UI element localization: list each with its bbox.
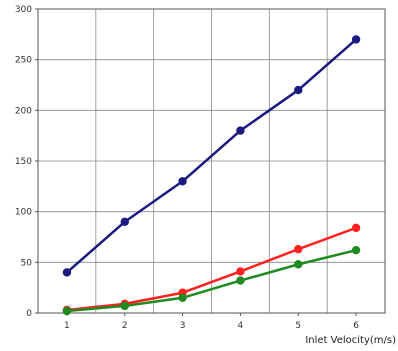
x-tick-label: 2 xyxy=(122,321,128,331)
data-point xyxy=(178,177,187,186)
data-point xyxy=(120,301,129,311)
x-axis-ticks: 1 2 3 4 5 6 xyxy=(64,313,359,331)
data-point xyxy=(351,35,361,44)
y-axis-ticks: 0 50 100 150 200 250 300 xyxy=(15,5,38,319)
data-point xyxy=(178,293,187,302)
series-line xyxy=(66,38,357,274)
series-line xyxy=(66,248,357,313)
x-tick-label: 4 xyxy=(238,321,244,331)
data-point xyxy=(351,245,361,255)
data-point xyxy=(294,85,303,95)
y-tick-label: 0 xyxy=(26,309,32,319)
data-point xyxy=(62,306,72,316)
data-point xyxy=(62,268,72,277)
data-point xyxy=(236,267,245,276)
x-tick-label: 1 xyxy=(64,321,70,331)
y-tick-label: 100 xyxy=(15,208,32,218)
y-tick-label: 50 xyxy=(21,258,33,268)
data-point xyxy=(236,276,245,285)
series-line xyxy=(66,226,357,312)
grid-lines xyxy=(38,8,385,314)
data-point xyxy=(120,217,129,226)
x-axis-label: Inlet Velocity(m/s) xyxy=(305,335,396,346)
series-1 xyxy=(62,35,361,277)
y-tick-label: 250 xyxy=(15,56,32,66)
x-tick-label: 6 xyxy=(353,321,359,331)
data-point xyxy=(294,260,303,269)
series-3 xyxy=(62,245,361,316)
x-tick-label: 5 xyxy=(295,321,301,331)
y-tick-label: 300 xyxy=(15,5,32,15)
series-group xyxy=(62,35,361,316)
y-tick-label: 150 xyxy=(15,157,32,167)
data-point xyxy=(236,126,245,135)
y-tick-label: 200 xyxy=(15,106,32,116)
x-tick-label: 3 xyxy=(180,321,186,331)
data-point xyxy=(351,223,361,233)
data-point xyxy=(294,244,303,254)
